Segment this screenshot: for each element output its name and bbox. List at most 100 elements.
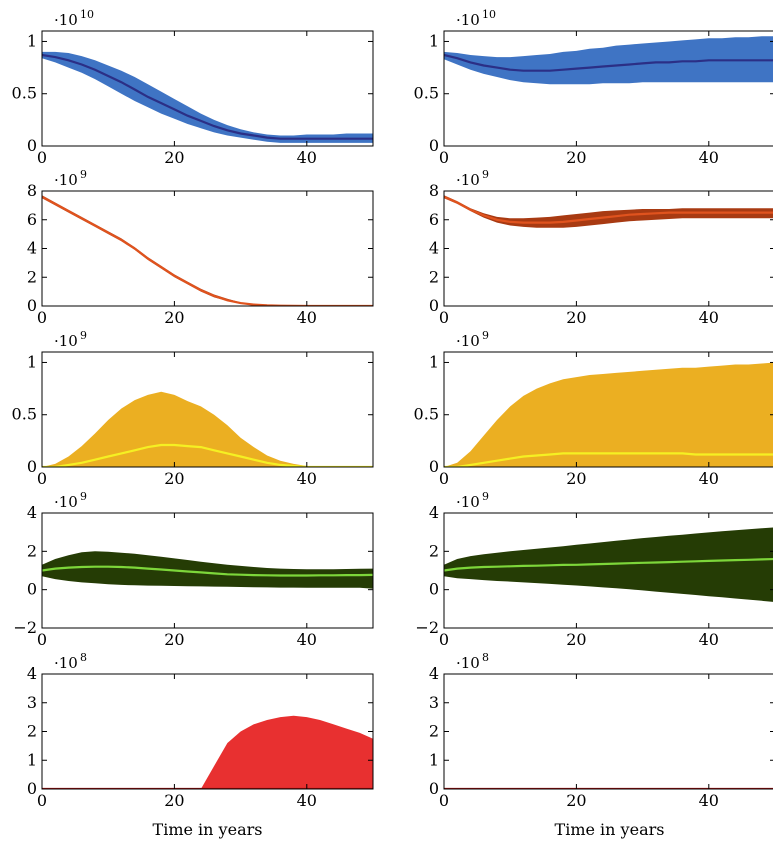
mean-line (42, 53, 373, 140)
y-tick-label: 0 (429, 779, 439, 798)
y-tick-label: 0 (27, 296, 37, 315)
confidence-band (42, 51, 373, 143)
plot-area (444, 36, 773, 85)
axis-multiplier-exponent: 9 (80, 329, 87, 342)
axes-frame (41, 30, 374, 147)
y-tick-label: 0 (27, 779, 37, 798)
panel-row3-right: 0 0.5 1 0 20 40 ·10 9 (414, 329, 773, 488)
plot-area (444, 195, 773, 228)
confidence-band (444, 362, 773, 467)
x-tick-label: 0 (37, 308, 47, 327)
y-tick-label: 2 (27, 541, 37, 560)
y-tick-label: 0.5 (414, 405, 439, 424)
y-tick-label: 1 (27, 31, 37, 50)
axis-multiplier: ·10 (54, 11, 78, 29)
x-tick-label: 20 (164, 148, 184, 167)
x-tick-label: 20 (566, 630, 586, 649)
y-tick-label: 8 (429, 181, 439, 200)
y-tick-label: 3 (27, 693, 37, 712)
plot-area (444, 362, 773, 467)
y-tick-label: 0.5 (12, 84, 37, 103)
y-tick-label: 0 (27, 136, 37, 155)
axis-multiplier-exponent: 9 (80, 490, 87, 503)
axis-multiplier: ·10 (54, 171, 78, 189)
plot-area (42, 51, 373, 143)
axis-multiplier: ·10 (54, 332, 78, 350)
y-tick-label: 1 (429, 352, 439, 371)
y-tick-label: 0 (429, 457, 439, 476)
x-tick-label: 40 (699, 308, 719, 327)
x-tick-label: 20 (164, 791, 184, 810)
y-tick-label: 6 (27, 210, 37, 229)
axis-multiplier-exponent: 9 (80, 168, 87, 181)
axes-frame (443, 512, 773, 629)
axes-frame (41, 351, 374, 468)
y-tick-label: 4 (27, 664, 37, 683)
axis-multiplier: ·10 (54, 654, 78, 672)
mean-line (444, 557, 773, 572)
y-tick-label: 6 (429, 210, 439, 229)
axis-multiplier: ·10 (456, 171, 480, 189)
confidence-band (42, 715, 373, 789)
mean-line (444, 452, 773, 467)
mean-line (444, 53, 773, 72)
y-tick-label: 0 (429, 580, 439, 599)
y-tick-label: 1 (27, 750, 37, 769)
y-tick-label: 1 (27, 352, 37, 371)
confidence-band (42, 195, 373, 306)
x-tick-label: 20 (164, 630, 184, 649)
x-tick-label: 40 (699, 791, 719, 810)
confidence-band (444, 195, 773, 228)
axis-multiplier-exponent: 8 (80, 651, 87, 664)
y-tick-label: 8 (27, 181, 37, 200)
plot-area (42, 551, 373, 589)
y-tick-label: 4 (27, 239, 37, 258)
x-tick-label: 0 (439, 791, 449, 810)
axis-multiplier-exponent: 9 (482, 490, 489, 503)
x-tick-label: 0 (439, 308, 449, 327)
y-tick-label: −2 (13, 618, 37, 637)
panel-row3-left: 0 0.5 1 0 20 40 ·10 9 (12, 329, 374, 488)
axis-multiplier-exponent: 9 (482, 329, 489, 342)
x-axis-label: Time in years (555, 820, 665, 839)
x-tick-label: 20 (164, 308, 184, 327)
x-tick-label: 20 (164, 469, 184, 488)
axis-multiplier: ·10 (456, 332, 480, 350)
panel-row2-right: 0 2 4 6 8 0 20 40 ·10 9 (429, 168, 773, 327)
axes-frame (443, 673, 773, 790)
axes-frame (41, 512, 374, 629)
x-tick-label: 0 (37, 148, 47, 167)
mean-line (42, 565, 373, 577)
x-tick-label: 0 (439, 148, 449, 167)
x-tick-label: 40 (297, 308, 317, 327)
x-tick-label: 40 (297, 469, 317, 488)
x-tick-label: 40 (699, 630, 719, 649)
confidence-band (42, 551, 373, 589)
y-tick-label: 0.5 (414, 84, 439, 103)
y-tick-label: 4 (27, 503, 37, 522)
y-tick-label: 0 (27, 457, 37, 476)
mean-line (444, 195, 773, 224)
confidence-band (444, 36, 773, 85)
y-tick-label: 0.5 (12, 405, 37, 424)
panel-row1-left: 00.510 20 40·10 10 (12, 8, 374, 167)
plot-area (42, 715, 373, 789)
x-tick-label: 0 (439, 630, 449, 649)
mean-line (42, 443, 373, 467)
x-axis-label: Time in years (153, 820, 263, 839)
y-tick-label: 2 (429, 541, 439, 560)
y-tick-label: 2 (429, 722, 439, 741)
axes-frame (443, 30, 773, 147)
x-tick-label: 40 (699, 469, 719, 488)
x-tick-label: 20 (566, 148, 586, 167)
y-tick-label: 1 (429, 31, 439, 50)
y-tick-label: 4 (429, 503, 439, 522)
plot-area (42, 391, 373, 467)
x-tick-label: 0 (37, 791, 47, 810)
x-tick-label: 40 (297, 148, 317, 167)
confidence-band (42, 391, 373, 467)
y-tick-label: 2 (27, 267, 37, 286)
